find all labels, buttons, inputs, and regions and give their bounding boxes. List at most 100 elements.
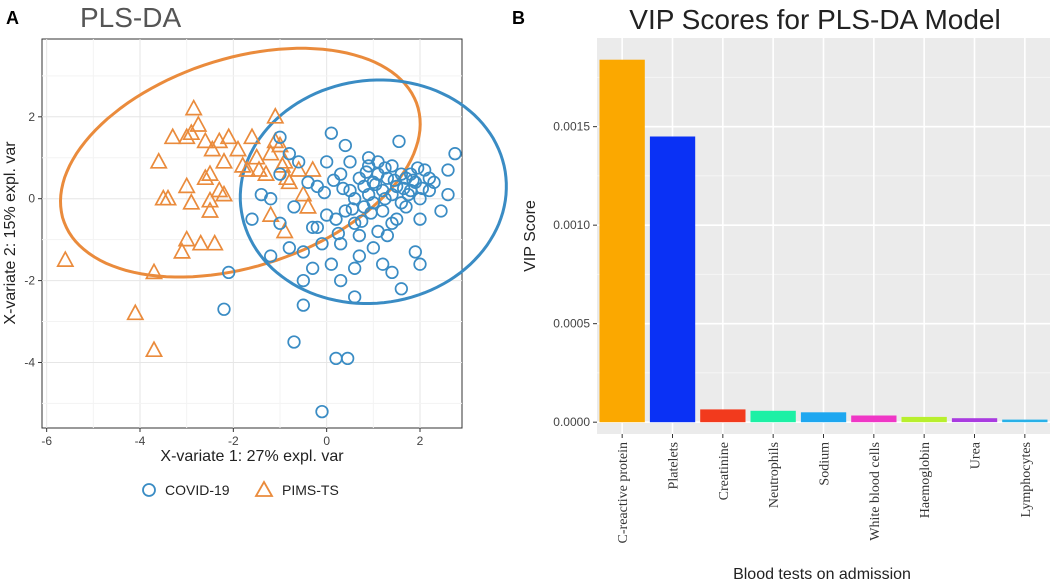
pims-point [247,147,266,165]
scatter-points [56,98,462,419]
covid-point [348,261,362,275]
covid-point [273,216,287,230]
pims-point [238,160,257,177]
covid-point [324,126,338,140]
pims-point [163,127,182,145]
pims-point [182,193,201,210]
panel-a: A PLS-DA -6 -4 -2 0 2 2 0 -2 -4 X-variate 1: 27… [2,2,508,498]
covid-point [273,167,287,181]
bars [599,59,1048,423]
pims-point [196,168,215,186]
x-tick-label: -6 [41,434,52,448]
bar [599,59,645,423]
covid-point [348,216,362,230]
pims-point [177,127,196,145]
pims-point [266,107,285,124]
pims-point [205,233,224,251]
covid-point [306,220,320,235]
legend-marker-pims [254,480,274,497]
pims-point [242,127,262,145]
y-tick-label: 0.0005 [553,317,590,331]
covid-point [394,282,408,296]
covid-point [282,241,296,255]
covid-point [287,200,301,214]
bar [649,136,696,423]
scatter-legend: COVID-19 PIMS-TS [142,480,339,498]
x-tick-label: Sodium [818,442,833,486]
scatter-y-ticks: 2 0 -2 -4 [24,110,42,369]
pims-point [200,190,220,208]
covid-point [362,151,376,165]
covid-point [392,134,406,149]
x-tick-label: -4 [135,434,146,448]
covid-point [406,173,420,187]
covid-point [359,165,373,179]
covid-point [292,155,306,169]
pims-point [200,201,220,218]
covid-point [343,155,357,169]
pims-point [144,340,164,358]
covid-point [369,177,383,192]
covid-point [324,257,338,271]
covid-point [434,204,448,218]
pims-point [261,143,280,161]
covid-point [352,249,366,263]
covid-point [378,161,392,175]
covid-point [387,173,401,187]
covid-point [264,249,278,263]
pims-point [256,164,276,181]
legend-marker-covid [142,483,156,497]
y-tick-label: 0.0000 [553,415,590,429]
scatter-y-axis-label: X-variate 2: 15% expl. var [2,141,19,325]
covid-point [320,155,334,169]
covid-point [306,261,320,275]
pims-point [184,98,203,116]
y-tick-label: -2 [24,274,35,288]
pims-point [172,242,192,259]
pims-point [189,115,208,132]
bar [901,416,947,423]
x-tick-label: C-reactive protein [616,442,631,543]
pims-point [219,127,238,145]
pims-point [298,197,318,214]
covid-point [362,187,376,202]
pims-point [56,250,75,267]
x-tick-label: 2 [417,434,424,448]
covid-point [296,245,310,259]
covid-point [366,241,380,255]
y-tick-label: -4 [24,355,35,369]
bar [700,409,746,423]
panel-label-a: A [6,8,19,28]
covid-point [415,181,429,196]
covid-point [273,130,287,144]
x-tick-label: -2 [228,434,239,448]
covid-point [413,257,427,271]
bar [750,410,796,423]
x-tick-label: Neutrophils [767,442,782,508]
covid-point [385,159,399,173]
confidence-ellipse-covid [238,78,508,305]
bar-y-ticks: 0.0000 0.0005 0.0010 0.0015 [553,120,597,429]
pims-point [228,139,248,157]
covid-point [385,187,399,202]
y-tick-label: 0.0010 [553,218,590,232]
covid-point [320,208,334,222]
y-tick-label: 0 [28,192,35,206]
x-tick-label: White blood cells [868,442,883,541]
bar-x-axis-label: Blood tests on admission [733,566,911,583]
covid-point [331,226,345,241]
pims-point [289,160,308,177]
pims-point [149,152,168,169]
covid-point [422,183,436,198]
pims-point [196,131,215,149]
pims-point [261,205,280,222]
pims-point [303,160,322,177]
y-tick-label: 2 [28,110,35,124]
pims-point [191,233,210,251]
covid-point [390,212,404,226]
covid-point [411,161,425,175]
covid-point [245,212,259,226]
pims-point [275,221,294,239]
covid-point [296,273,310,288]
